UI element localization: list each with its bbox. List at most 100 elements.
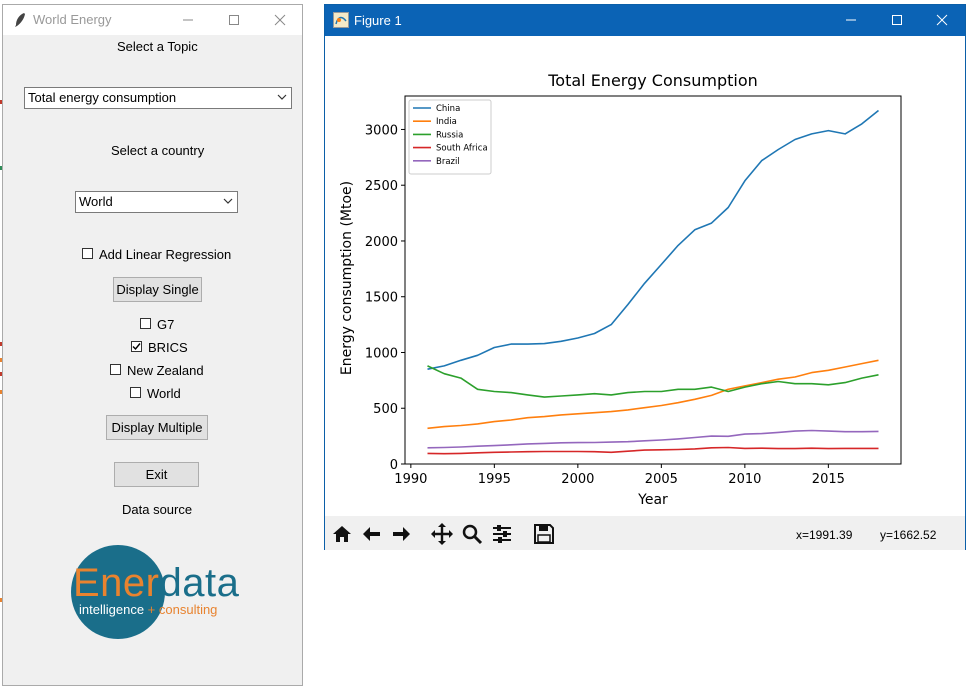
legend-entry: India <box>436 117 457 127</box>
y-tick-label: 1500 <box>365 291 398 306</box>
title-bar[interactable]: World Energy <box>3 5 302 35</box>
chart-legend: China India Russia South Africa Brazil <box>408 99 492 175</box>
logo-tagline-intelligence: intelligence <box>79 602 145 617</box>
figure-minimize-button[interactable] <box>828 5 874 35</box>
g7-label: G7 <box>157 317 175 332</box>
x-tick-label: 2010 <box>728 472 761 487</box>
feather-icon <box>15 13 25 27</box>
legend-entry: South Africa <box>436 144 488 154</box>
y-tick-label: 1000 <box>365 346 398 361</box>
logo-text-data: data <box>159 561 240 605</box>
background-artifact <box>0 342 3 346</box>
brics-label: BRICS <box>148 340 188 355</box>
series-line-china <box>427 109 880 370</box>
display-multiple-button[interactable]: Display Multiple <box>106 415 208 440</box>
zoom-icon <box>462 524 483 545</box>
close-button[interactable] <box>257 5 303 35</box>
window-title: World Energy <box>33 12 112 27</box>
new-zealand-checkbox[interactable] <box>110 364 121 375</box>
legend-entry: Russia <box>436 130 463 140</box>
axis-ticks: 1990 1995 2000 2005 2010 2015 0 500 1000 1500 2000… <box>365 123 845 487</box>
close-icon <box>936 14 948 26</box>
world-energy-window: World Energy Select a Topic Total energy… <box>2 4 303 686</box>
regression-label: Add Linear Regression <box>99 247 232 262</box>
figure-title: Figure 1 <box>354 13 402 28</box>
legend-box <box>408 99 492 175</box>
series-line-russia <box>427 365 879 398</box>
figure-toolbar: x=1991.39 y=1662.52 <box>325 516 965 550</box>
topic-label: Select a Topic <box>117 39 198 54</box>
legend-entry: Brazil <box>436 157 460 167</box>
maximize-icon <box>229 15 239 25</box>
plot-frame <box>404 95 902 465</box>
home-icon <box>333 526 351 542</box>
pan-button[interactable] <box>428 520 456 548</box>
new-zealand-label: New Zealand <box>127 363 204 378</box>
save-button[interactable] <box>530 520 558 548</box>
logo-tagline-consulting: + consulting <box>147 602 218 617</box>
figure-title-bar[interactable]: Figure 1 <box>325 5 965 36</box>
g7-checkbox[interactable] <box>140 318 151 329</box>
topic-select[interactable]: Total energy consumption <box>24 87 292 109</box>
y-axis-label: Energy consumption (Mtoe) <box>339 181 355 375</box>
y-tick-label: 500 <box>373 402 398 417</box>
x-tick-label: 1995 <box>478 472 511 487</box>
x-tick-label: 2015 <box>812 472 845 487</box>
figure-maximize-button[interactable] <box>874 5 920 35</box>
figure-window: Figure 1 Total Energy Consumption Year E… <box>324 4 966 550</box>
enerdata-logo[interactable]: Enerdata <box>73 561 239 606</box>
chart-canvas[interactable]: Total Energy Consumption Year Energy con… <box>325 36 965 516</box>
zoom-button[interactable] <box>458 520 486 548</box>
background-artifact <box>0 100 3 104</box>
figure-close-button[interactable] <box>919 5 965 35</box>
regression-checkbox[interactable] <box>82 248 93 259</box>
checkmark-icon <box>132 343 141 351</box>
y-tick-label: 3000 <box>365 123 398 138</box>
x-tick-label: 2005 <box>645 472 678 487</box>
x-tick-label: 2000 <box>561 472 594 487</box>
brics-checkbox[interactable] <box>131 341 142 352</box>
cursor-x-readout: x=1991.39 <box>796 528 853 542</box>
configure-button[interactable] <box>488 520 516 548</box>
y-tick-label: 0 <box>390 458 398 473</box>
x-axis-label: Year <box>637 492 668 508</box>
series-line-brazil <box>427 429 879 449</box>
background-artifact <box>0 372 3 376</box>
pan-icon <box>431 523 453 545</box>
world-label: World <box>147 386 181 401</box>
maximize-button[interactable] <box>211 5 257 35</box>
x-tick-label: 1990 <box>394 472 427 487</box>
back-button[interactable] <box>358 520 386 548</box>
figure-app-icon <box>333 12 349 28</box>
enerdata-tagline: intelligence + consulting <box>79 602 217 617</box>
logo-text-ener: Ener <box>73 561 160 605</box>
configure-icon <box>493 525 511 543</box>
background-artifact <box>0 390 3 394</box>
minimize-icon <box>846 19 856 21</box>
back-icon <box>363 527 380 541</box>
background-artifact <box>0 598 3 602</box>
series-lines <box>427 109 880 455</box>
background-artifact <box>0 166 3 170</box>
save-icon <box>534 524 554 544</box>
chevron-down-icon <box>223 198 233 204</box>
close-icon <box>274 14 286 26</box>
minimize-button[interactable] <box>165 5 211 35</box>
home-button[interactable] <box>328 520 356 548</box>
topic-select-value: Total energy consumption <box>28 90 177 105</box>
country-label: Select a country <box>111 143 205 158</box>
chevron-down-icon <box>277 94 287 100</box>
exit-button[interactable]: Exit <box>114 462 199 487</box>
display-single-button[interactable]: Display Single <box>113 277 202 302</box>
forward-icon <box>393 527 410 541</box>
series-line-south-africa <box>427 446 879 455</box>
y-tick-label: 2500 <box>365 179 398 194</box>
world-checkbox[interactable] <box>130 387 141 398</box>
series-line-india <box>427 359 879 430</box>
cursor-y-readout: y=1662.52 <box>880 528 937 542</box>
data-source-label: Data source <box>122 502 193 517</box>
forward-button[interactable] <box>387 520 415 548</box>
country-select-value: World <box>79 194 113 209</box>
enerdata-logo-circle[interactable] <box>71 545 165 639</box>
country-select[interactable]: World <box>75 191 238 213</box>
